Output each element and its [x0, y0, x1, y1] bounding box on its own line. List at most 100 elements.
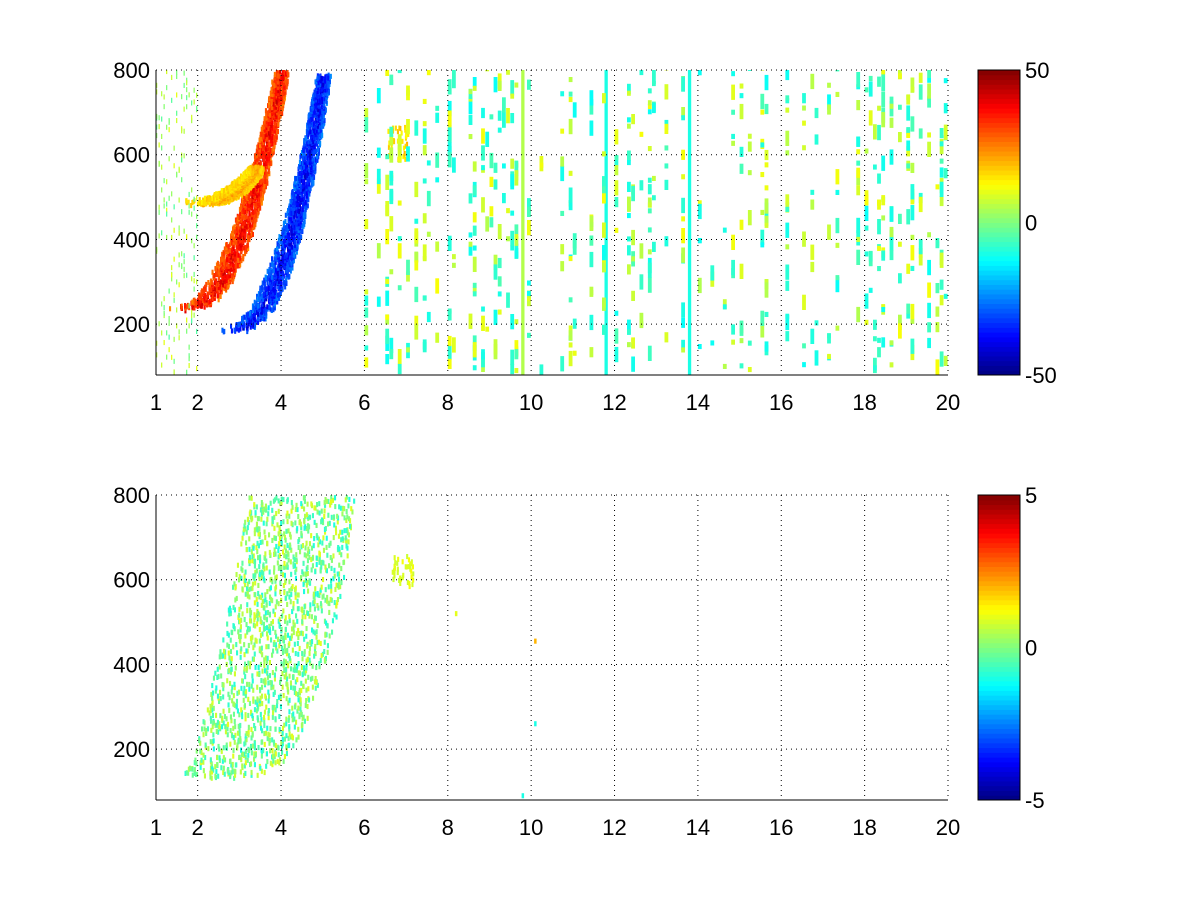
heatmap-cell — [266, 304, 269, 310]
heatmap-cell — [664, 163, 669, 169]
heatmap-cell — [240, 235, 243, 241]
heatmap-cell — [231, 266, 234, 272]
heatmap-cell — [308, 181, 311, 187]
heatmap-cell — [250, 212, 253, 218]
heatmap-cell — [314, 166, 317, 172]
heatmap-cell — [560, 356, 565, 372]
heatmap-cell — [203, 195, 206, 201]
heatmap-cell — [261, 129, 264, 135]
heatmap-cell — [414, 251, 419, 262]
heatmap-cell — [248, 203, 251, 209]
heatmap-cell — [254, 221, 257, 227]
heatmap-cell — [246, 201, 249, 207]
heatmap-cell — [497, 257, 502, 269]
heatmap-cell — [264, 146, 267, 152]
heatmap-cell — [320, 118, 323, 124]
heatmap-cell — [322, 80, 325, 86]
heatmap-cell — [291, 223, 294, 229]
heatmap-cell — [203, 304, 206, 310]
heatmap-cell — [217, 285, 220, 291]
heatmap-cell — [272, 287, 275, 293]
heatmap-cell — [233, 236, 236, 242]
heatmap-cell — [304, 190, 307, 196]
heatmap-cell — [252, 209, 255, 215]
heatmap-cell — [225, 281, 228, 287]
heatmap-cell — [664, 236, 669, 247]
heatmap-cell — [292, 239, 295, 245]
heatmap-cell — [242, 315, 245, 321]
heatmap-cell — [217, 275, 220, 281]
heatmap-cell — [282, 70, 285, 75]
heatmap-cell — [312, 177, 315, 183]
heatmap-cell — [760, 70, 765, 71]
heatmap-cell — [220, 279, 223, 285]
heatmap-cell — [323, 78, 326, 84]
heatmap-cell — [278, 234, 281, 240]
heatmap-cell — [273, 290, 276, 296]
heatmap-cell — [468, 98, 473, 115]
heatmap-cell — [285, 76, 288, 82]
heatmap-cell — [568, 97, 573, 103]
heatmap-cell — [385, 70, 390, 76]
heatmap-cell — [697, 200, 702, 206]
heatmap-cell — [652, 70, 656, 85]
heatmap-cell — [268, 303, 271, 309]
heatmap-cell — [244, 208, 247, 214]
heatmap-cell — [385, 354, 390, 365]
heatmap-cell — [272, 267, 275, 273]
heatmap-cell — [256, 296, 259, 302]
heatmap-cell — [764, 282, 769, 298]
heatmap-cell — [297, 206, 300, 212]
heatmap-cell — [259, 291, 262, 297]
heatmap-cell — [313, 96, 316, 102]
heatmap-cell — [397, 285, 402, 291]
heatmap-cell — [285, 227, 288, 233]
heatmap-cell — [435, 112, 440, 123]
heatmap-cell — [237, 257, 240, 263]
heatmap-cell — [317, 138, 320, 144]
heatmap-cell — [731, 234, 735, 250]
heatmap-cell — [294, 175, 297, 181]
heatmap-cell — [286, 271, 289, 277]
heatmap-cell — [472, 161, 477, 172]
heatmap-cell — [652, 241, 656, 252]
heatmap-cell — [447, 358, 452, 369]
heatmap-cell — [281, 269, 284, 275]
heatmap-cell — [364, 357, 369, 368]
heatmap-cell — [270, 300, 273, 306]
heatmap-cell — [257, 318, 260, 324]
heatmap-cell — [269, 136, 272, 142]
heatmap-cell — [244, 251, 247, 257]
heatmap-cell — [236, 322, 239, 328]
heatmap-cell — [311, 97, 314, 103]
heatmap-cell — [217, 264, 220, 270]
heatmap-cell — [256, 303, 259, 309]
heatmap-cell — [647, 345, 652, 361]
heatmap-cell — [292, 210, 295, 216]
heatmap-cell — [284, 219, 287, 225]
heatmap-cell — [281, 227, 284, 233]
heatmap-cell — [647, 184, 652, 195]
heatmap-cell — [589, 90, 594, 106]
heatmap-cell — [222, 329, 225, 335]
heatmap-cell — [627, 90, 631, 96]
heatmap-cell — [303, 185, 306, 191]
heatmap-cell — [527, 79, 531, 90]
heatmap-cell — [764, 185, 769, 191]
heatmap-cell — [760, 209, 765, 215]
heatmap-cell — [406, 259, 410, 275]
heatmap-cell — [271, 92, 274, 98]
heatmap-cell — [306, 151, 309, 157]
heatmap-cell — [664, 145, 669, 151]
heatmap-cell — [206, 292, 209, 298]
heatmap-cell — [268, 95, 271, 101]
heatmap-cell — [286, 78, 289, 84]
heatmap-cell — [572, 350, 577, 356]
heatmap-cell — [255, 216, 258, 222]
heatmap-cell — [286, 262, 289, 268]
heatmap-cell — [325, 83, 328, 89]
heatmap-cell — [249, 197, 252, 203]
heatmap-cell — [627, 264, 631, 275]
heatmap-cell — [222, 273, 225, 279]
heatmap-cell — [256, 149, 259, 155]
